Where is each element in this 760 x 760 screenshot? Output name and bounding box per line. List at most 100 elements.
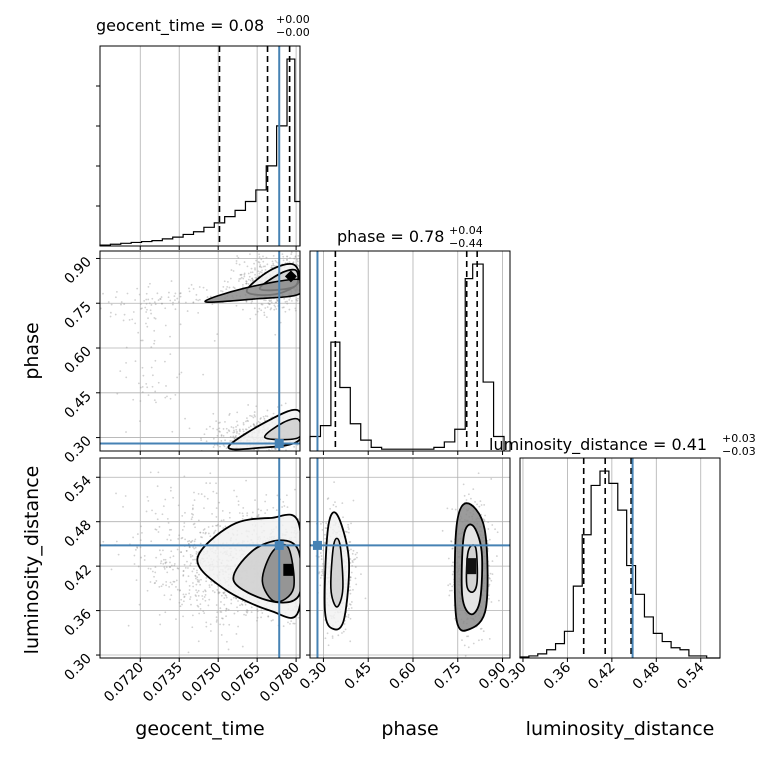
scatter-point	[178, 534, 181, 537]
scatter-point	[198, 581, 200, 583]
scatter-point	[371, 581, 373, 583]
scatter-point	[195, 298, 198, 301]
scatter-point	[246, 609, 248, 611]
scatter-point	[319, 440, 321, 442]
x-tick-label: 0.0780	[257, 660, 303, 706]
scatter-point	[303, 585, 305, 587]
scatter-point	[252, 416, 255, 419]
scatter-point	[303, 568, 305, 570]
scatter-point	[305, 280, 307, 282]
scatter-point	[294, 309, 297, 312]
scatter-point	[259, 265, 261, 268]
scatter-point	[304, 263, 306, 265]
scatter-point	[324, 497, 326, 499]
scatter-point	[189, 541, 192, 544]
contour-line	[263, 417, 300, 441]
scatter-point	[245, 280, 248, 283]
scatter-point	[353, 558, 355, 561]
scatter-point	[290, 299, 293, 302]
scatter-point	[225, 640, 228, 643]
scatter-point	[304, 565, 306, 567]
scatter-point	[284, 310, 287, 313]
scatter-point	[303, 273, 305, 275]
scatter-point	[193, 540, 196, 543]
scatter-point	[490, 478, 493, 480]
scatter-point	[154, 566, 157, 568]
scatter-point	[221, 617, 224, 620]
scatter-point	[257, 261, 260, 263]
scatter-point	[166, 395, 168, 398]
scatter-point	[487, 594, 490, 597]
scatter-point	[283, 451, 285, 453]
scatter-point	[163, 567, 166, 570]
scatter-point	[151, 385, 154, 388]
contour-line	[330, 537, 344, 608]
scatter-point	[160, 585, 163, 588]
scatter-point	[205, 440, 208, 443]
scatter-point	[149, 567, 152, 570]
scatter-point	[225, 608, 228, 610]
scatter-point	[217, 422, 220, 424]
scatter-point	[228, 453, 230, 455]
scatter-point	[321, 512, 323, 514]
scatter-point	[164, 561, 167, 564]
scatter-point	[297, 297, 299, 300]
scatter-point	[249, 414, 251, 417]
scatter-point	[467, 646, 470, 649]
scatter-point	[214, 529, 217, 532]
scatter-point	[313, 274, 315, 276]
scatter-point	[141, 366, 144, 369]
scatter-point	[306, 424, 308, 426]
scatter-point	[321, 277, 323, 279]
scatter-point	[215, 616, 218, 619]
scatter-point	[404, 585, 406, 587]
scatter-point	[447, 584, 450, 587]
scatter-point	[290, 620, 293, 623]
scatter-geocent-time-phase-panel: 0.30 0.45 0.60 0.75 0.90	[61, 250, 329, 466]
scatter-point	[245, 280, 248, 283]
scatter-point	[217, 591, 220, 593]
scatter-point	[303, 270, 305, 272]
scatter-point	[216, 611, 219, 614]
scatter-point	[164, 611, 167, 614]
scatter-point	[354, 548, 356, 550]
scatter-point	[304, 429, 306, 431]
scatter-point	[198, 298, 201, 301]
scatter-point	[275, 301, 278, 304]
scatter-point	[235, 262, 238, 265]
scatter-point	[487, 521, 490, 523]
scatter-point	[248, 275, 251, 278]
scatter-point	[344, 628, 347, 631]
scatter-point	[293, 257, 296, 260]
scatter-point	[154, 317, 157, 320]
scatter-point	[235, 463, 237, 465]
scatter-point	[216, 434, 219, 437]
scatter-point	[327, 283, 329, 285]
scatter-point	[321, 626, 323, 628]
scatter-point	[488, 577, 491, 579]
scatter-point	[151, 297, 154, 300]
scatter-point	[321, 528, 324, 531]
scatter-point	[189, 555, 192, 558]
scatter-point	[497, 599, 500, 602]
scatter-point	[211, 525, 214, 528]
scatter-point	[343, 623, 346, 625]
scatter-point	[143, 559, 146, 561]
scatter-point	[250, 415, 253, 417]
scatter-point	[154, 528, 157, 531]
scatter-point	[319, 608, 321, 610]
scatter-point	[182, 570, 185, 573]
scatter-point	[148, 302, 151, 305]
scatter-point	[223, 597, 226, 599]
scatter-point	[320, 567, 322, 569]
scatter-point	[139, 539, 142, 542]
scatter-point	[353, 583, 355, 585]
scatter-point	[467, 493, 470, 496]
scatter-point	[305, 289, 307, 291]
scatter-point	[284, 454, 286, 456]
scatter-point	[146, 495, 149, 498]
scatter-point	[198, 573, 200, 576]
scatter-point	[477, 472, 480, 475]
title-luminosity-distance-plus: +0.03	[722, 432, 756, 445]
scatter-point	[304, 542, 306, 544]
